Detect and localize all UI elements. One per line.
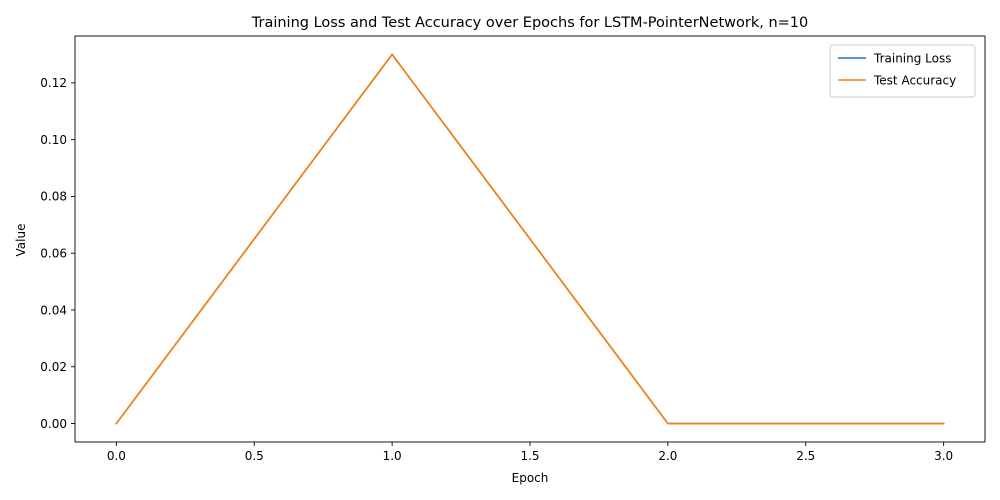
y-tick-label: 0.02 (40, 360, 67, 374)
x-tick-label: 1.5 (520, 449, 539, 463)
series-line-1 (115, 53, 945, 425)
legend: Training Loss Test Accuracy (829, 44, 976, 98)
x-tick-label: 2.0 (658, 449, 677, 463)
y-axis-label: Value (14, 224, 28, 257)
y-tick-label: 0.04 (40, 303, 67, 317)
x-tick-label: 0.5 (245, 449, 264, 463)
y-tick-label: 0.12 (40, 76, 67, 90)
legend-label-1: Test Accuracy (873, 73, 956, 87)
y-tick-label: 0.08 (40, 190, 67, 204)
y-tick-label: 0.00 (40, 417, 67, 431)
x-axis-label: Epoch (512, 471, 549, 485)
x-tick-label: 0.0 (107, 449, 126, 463)
y-tick-label: 0.06 (40, 246, 67, 260)
x-tick-label: 2.5 (796, 449, 815, 463)
plot-area: 0.0 0.5 1.0 1.5 2.0 2.5 3.0 0.00 0.02 0.04 0.06 0.0… (40, 35, 986, 463)
x-tick-label: 1.0 (383, 449, 402, 463)
y-tick-label: 0.10 (40, 133, 67, 147)
legend-box (829, 44, 976, 98)
x-tick-label: 3.0 (934, 449, 953, 463)
chart-title: Training Loss and Test Accuracy over Epo… (251, 15, 808, 31)
legend-label-0: Training Loss (873, 51, 951, 65)
